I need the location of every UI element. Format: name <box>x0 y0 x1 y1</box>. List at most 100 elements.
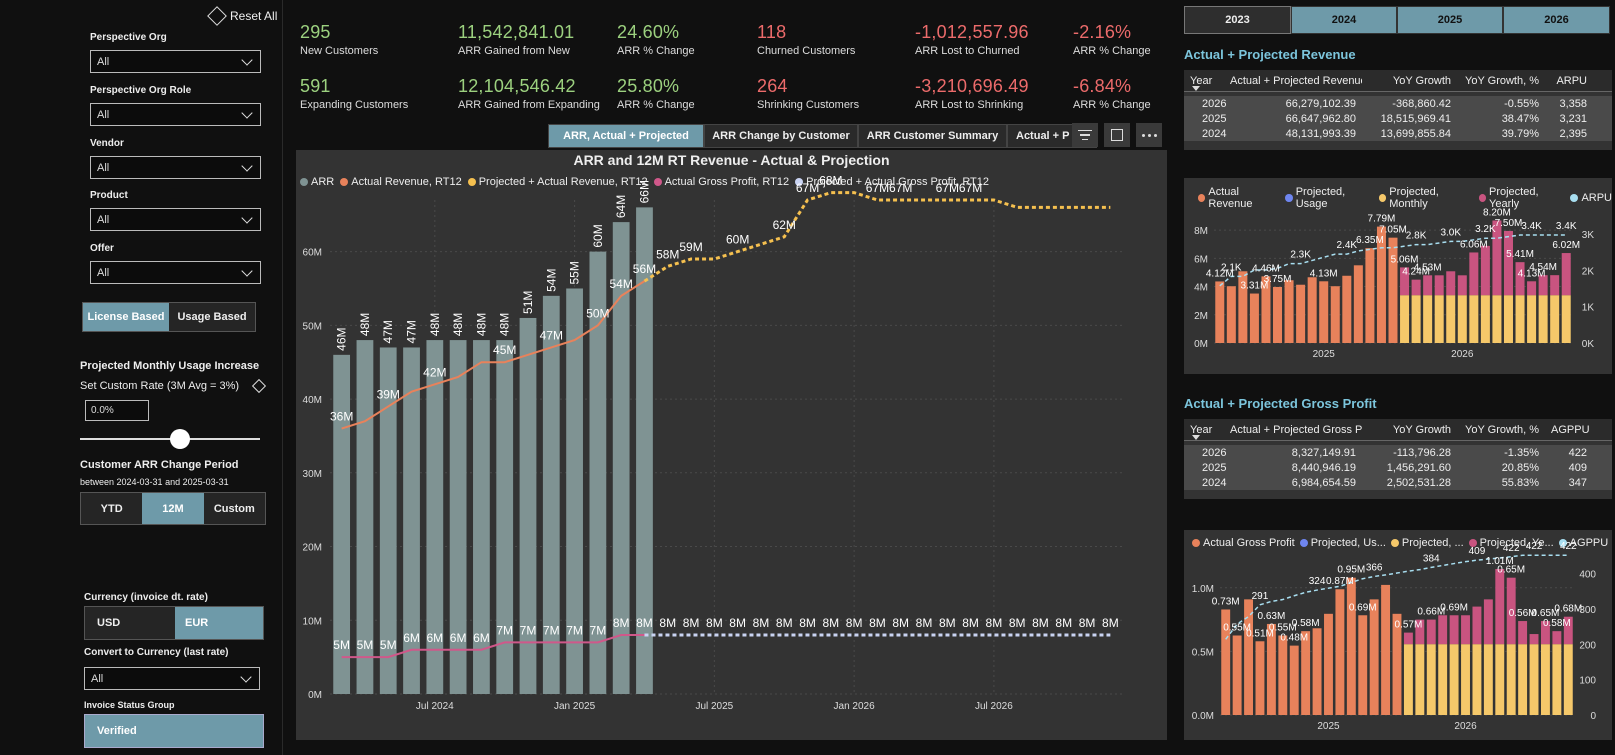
projected-monthly-bar[interactable] <box>1446 295 1456 343</box>
12m-button[interactable]: 12M <box>142 493 204 524</box>
projected-yearly-bar[interactable] <box>1423 275 1433 296</box>
projected-monthly-bar[interactable] <box>1563 644 1573 715</box>
table-row[interactable]: 2026 8,327,149.91 -113,796.28 -1.35% 422 <box>1184 445 1612 460</box>
projected-yearly-bar[interactable] <box>1503 230 1513 296</box>
year-tab-2026[interactable]: 2026 <box>1503 6 1610 34</box>
projected-yearly-bar[interactable] <box>1563 616 1573 645</box>
column-header[interactable]: Year <box>1190 423 1213 436</box>
usd-button[interactable]: USD <box>85 607 175 639</box>
actual-bar[interactable] <box>1346 577 1356 715</box>
projected-monthly-bar[interactable] <box>1515 295 1525 343</box>
actual-bar[interactable] <box>1369 599 1379 715</box>
projected-monthly-bar[interactable] <box>1527 295 1537 343</box>
actual-bar[interactable] <box>1255 641 1265 715</box>
per-user-line[interactable] <box>1225 554 1569 640</box>
projected-yearly-bar[interactable] <box>1518 621 1528 645</box>
projected-monthly-bar[interactable] <box>1480 295 1490 343</box>
arr-bar[interactable] <box>636 207 653 694</box>
projected-yearly-bar[interactable] <box>1457 275 1467 296</box>
projected-monthly-bar[interactable] <box>1411 295 1421 343</box>
projected-monthly-bar[interactable] <box>1434 295 1444 343</box>
license-based-button[interactable]: License Based <box>83 303 169 331</box>
legend-item[interactable]: ARPU <box>1570 186 1612 210</box>
actual-bar[interactable] <box>1284 280 1294 343</box>
projected-monthly-bar[interactable] <box>1492 295 1502 343</box>
reset-all-button[interactable]: Reset All <box>207 6 277 26</box>
projected-monthly-bar[interactable] <box>1472 644 1482 715</box>
projected-yearly-bar[interactable] <box>1506 577 1516 645</box>
arr-bar[interactable] <box>566 288 583 694</box>
projected-monthly-bar[interactable] <box>1495 644 1505 715</box>
actual-bar[interactable] <box>1278 635 1288 716</box>
projected-yearly-bar[interactable] <box>1438 615 1448 645</box>
arr-bar[interactable] <box>356 340 374 694</box>
legend-item[interactable]: Projected + Actual Gross Profit, RT12 <box>795 176 989 188</box>
projected-monthly-bar[interactable] <box>1457 295 1467 343</box>
table-row[interactable]: 2024 6,984,654.59 2,502,531.28 55.83% 347 <box>1184 475 1612 490</box>
legend-item[interactable]: Projected + Actual Revenue, RT12 <box>467 176 648 188</box>
year-tab-2025[interactable]: 2025 <box>1397 6 1503 34</box>
arr-bar[interactable] <box>519 317 537 694</box>
series-line[interactable] <box>643 191 1111 283</box>
projected-yearly-bar[interactable] <box>1540 621 1550 645</box>
eur-button[interactable]: EUR <box>175 607 263 639</box>
projected-monthly-bar[interactable] <box>1461 644 1470 715</box>
arr-bar[interactable] <box>496 340 514 694</box>
projected-yearly-bar[interactable] <box>1472 606 1482 645</box>
actual-bar[interactable] <box>1335 589 1345 715</box>
projected-yearly-bar[interactable] <box>1538 275 1548 296</box>
actual-bar[interactable] <box>1301 631 1311 715</box>
projected-monthly-bar[interactable] <box>1552 644 1562 715</box>
actual-bar[interactable] <box>1392 613 1402 715</box>
legend-item[interactable]: Actual Revenue <box>1198 186 1280 210</box>
legend-item[interactable]: Projected, Monthly <box>1378 186 1474 210</box>
actual-bar[interactable] <box>1215 281 1225 343</box>
actual-bar[interactable] <box>1312 628 1322 715</box>
projected-yearly-bar[interactable] <box>1480 245 1490 296</box>
projected-monthly-bar[interactable] <box>1426 644 1436 715</box>
column-header[interactable]: Actual + Projected Revenue <box>1230 74 1362 87</box>
table-row[interactable]: 2024 48,131,993.39 13,699,855.84 39.79% 2,39… <box>1184 126 1612 141</box>
legend-item[interactable]: Projected, Usage <box>1285 186 1374 210</box>
projected-monthly-bar[interactable] <box>1423 295 1433 343</box>
column-header[interactable]: YoY Growth, % <box>1465 423 1539 436</box>
column-header[interactable]: Actual + Projected Gross P... <box>1230 423 1362 436</box>
column-header[interactable]: YoY Growth <box>1392 74 1451 87</box>
legend-item[interactable]: Actual Revenue, RT12 <box>340 176 462 188</box>
projected-yearly-bar[interactable] <box>1552 631 1562 645</box>
actual-bar[interactable] <box>1273 286 1283 343</box>
projected-monthly-bar[interactable] <box>1538 295 1548 343</box>
actual-bar[interactable] <box>1249 293 1259 343</box>
projected-yearly-bar[interactable] <box>1483 599 1493 645</box>
series-line[interactable] <box>341 280 646 430</box>
custom-rate-input[interactable]: 0.0% <box>85 400 149 421</box>
actual-bar[interactable] <box>1238 271 1248 343</box>
arr-bar[interactable] <box>449 340 467 694</box>
legend-item[interactable]: ARR <box>300 176 334 188</box>
projected-yearly-bar[interactable] <box>1469 252 1479 296</box>
actual-bar[interactable] <box>1244 599 1254 715</box>
actual-bar[interactable] <box>1289 645 1299 715</box>
projected-yearly-bar[interactable] <box>1492 220 1502 296</box>
projected-monthly-bar[interactable] <box>1403 644 1413 715</box>
perspective-org-dropdown[interactable]: All <box>90 50 261 73</box>
focus-mode-icon[interactable] <box>1104 123 1130 147</box>
legend-item[interactable]: Actual Gross Profit, RT12 <box>653 176 789 188</box>
custom-button[interactable]: Custom <box>203 493 265 524</box>
actual-bar[interactable] <box>1319 281 1329 343</box>
actual-bar[interactable] <box>1330 286 1340 343</box>
projected-yearly-bar[interactable] <box>1495 569 1505 645</box>
actual-bar[interactable] <box>1365 248 1375 343</box>
arr-bar[interactable] <box>426 340 444 694</box>
invoice-status-verified-button[interactable]: Verified <box>84 714 264 748</box>
ytd-button[interactable]: YTD <box>81 493 143 524</box>
projected-monthly-bar[interactable] <box>1518 644 1528 715</box>
vendor-dropdown[interactable]: All <box>90 156 261 179</box>
legend-item[interactable]: Actual Gross Profit <box>1192 537 1295 549</box>
projected-monthly-bar[interactable] <box>1400 295 1410 343</box>
arr-bar[interactable] <box>589 251 607 694</box>
projected-yearly-bar[interactable] <box>1411 279 1421 296</box>
projected-yearly-bar[interactable] <box>1446 271 1456 296</box>
eraser-icon[interactable] <box>251 378 267 394</box>
more-options-icon[interactable] <box>1136 123 1162 147</box>
